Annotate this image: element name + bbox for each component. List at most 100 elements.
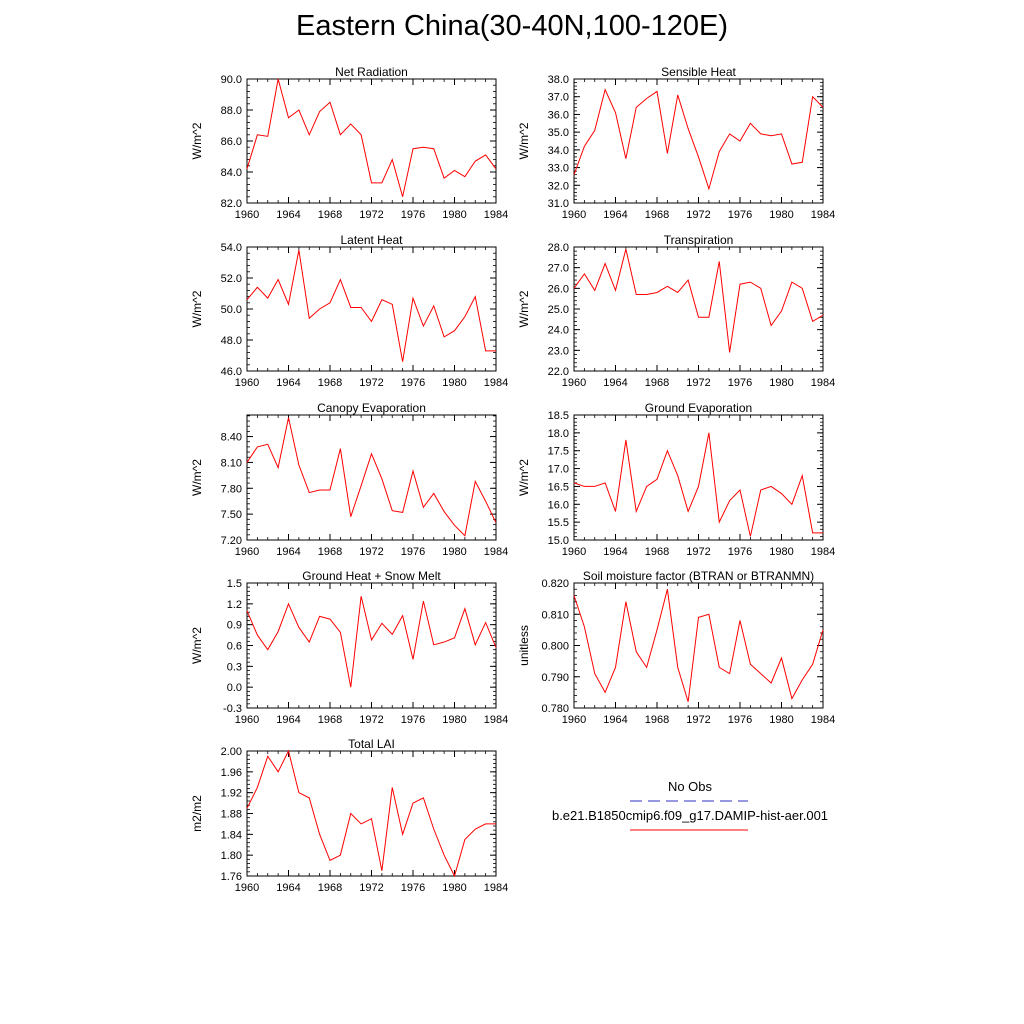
x-tick-label: 1964 [603,546,627,558]
y-tick-label: 32.0 [548,180,569,192]
y-tick-label: 0.800 [541,641,569,653]
y-tick-label: 1.80 [221,850,242,862]
x-tick-label: 1960 [235,546,259,558]
y-tick-label: 36.0 [548,109,569,121]
x-tick-label: 1976 [728,209,752,221]
x-tick-label: 1972 [359,882,383,894]
y-tick-label: 1.2 [227,599,242,611]
series-line [246,78,497,197]
x-tick-label: 1976 [401,714,425,726]
y-tick-label: 34.0 [548,145,569,157]
x-tick-label: 1980 [442,882,466,894]
y-tick-label: 18.5 [548,410,569,422]
y-tick-label: 27.0 [548,263,569,275]
y-axis-label: m2/m2 [190,795,204,832]
x-tick-label: 1960 [235,714,259,726]
y-tick-label: 86.0 [221,136,242,148]
x-tick-label: 1980 [769,546,793,558]
panel-title: Ground Evaporation [645,401,752,415]
y-tick-label: 23.0 [548,345,569,357]
panel-title: Canopy Evaporation [317,401,426,415]
x-tick-label: 1980 [442,377,466,389]
chart-panel-5: 1960 1964 1968 1972 1976 1980 1984 7.20 7.50 7.80… [190,401,508,558]
y-tick-label: 82.0 [221,198,242,210]
panel-title: Total LAI [348,737,395,751]
x-tick-label: 1968 [318,546,342,558]
x-tick-label: 1980 [442,209,466,221]
x-tick-label: 1960 [235,209,259,221]
y-tick-label: 38.0 [548,74,569,86]
y-tick-label: 31.0 [548,198,569,210]
legend-model-label: b.e21.B1850cmip6.f09_g17.DAMIP-hist-aer.… [551,808,829,823]
y-tick-label: 48.0 [221,335,242,347]
x-tick-label: 1960 [562,209,586,221]
x-tick-label: 1964 [603,209,627,221]
y-tick-label: 1.92 [221,788,242,800]
y-tick-label: 35.0 [548,127,569,139]
y-tick-label: 1.88 [221,809,242,821]
plot-frame [573,414,824,541]
x-tick-label: 1960 [562,546,586,558]
x-tick-label: 1980 [442,714,466,726]
plot-frame [246,414,497,541]
x-tick-label: 1972 [686,714,710,726]
x-tick-label: 1984 [484,209,508,221]
series-line [573,432,823,537]
x-tick-label: 1960 [562,714,586,726]
y-tick-label: 50.0 [221,304,242,316]
plot-frame [246,78,497,204]
y-tick-label: 46.0 [221,366,242,378]
x-tick-label: 1964 [603,377,627,389]
series-line [246,596,497,688]
x-tick-label: 1960 [562,377,586,389]
x-tick-label: 1972 [359,714,383,726]
y-tick-label: 88.0 [221,105,242,117]
x-tick-label: 1984 [811,377,835,389]
y-tick-label: 7.80 [221,483,242,495]
y-axis-label: unitless [517,625,531,666]
y-tick-label: 1.84 [221,829,242,841]
x-tick-label: 1968 [645,377,669,389]
panel-title: Ground Heat + Snow Melt [302,569,441,583]
x-tick-label: 1972 [686,209,710,221]
chart-panel-7: 1960 1964 1968 1972 1976 1980 1984 -0.3 0.0 0.3 0.… [190,569,508,726]
x-tick-label: 1968 [318,714,342,726]
x-tick-label: 1984 [484,546,508,558]
plot-frame [246,246,497,372]
x-tick-label: 1964 [276,714,300,726]
x-tick-label: 1984 [811,714,835,726]
y-tick-label: 90.0 [221,74,242,86]
y-tick-label: 0.9 [227,620,242,632]
x-tick-label: 1968 [645,546,669,558]
series-line [246,250,496,362]
x-tick-label: 1972 [359,377,383,389]
plot-frame [246,582,497,709]
chart-panel-1: 1960 1964 1968 1972 1976 1980 1984 82.0 84.0 86.0… [190,65,508,221]
x-tick-label: 1960 [235,882,259,894]
series-line [573,589,824,702]
x-tick-label: 1960 [235,377,259,389]
x-tick-label: 1980 [769,714,793,726]
chart-panel-4: 1960 1964 1968 1972 1976 1980 1984 22.0 23.0 24.0… [517,233,835,389]
y-tick-label: -0.3 [223,703,242,715]
y-tick-label: 7.20 [221,535,242,547]
y-tick-label: 7.50 [221,509,242,521]
series-line [573,248,824,353]
chart-panel-6: 1960 1964 1968 1972 1976 1980 1984 15.0 15.5 16.0… [517,401,835,558]
chart-panel-8: 1960 1964 1968 1972 1976 1980 1984 0.780 0.790 0.… [517,569,835,726]
y-axis-label: W/m^2 [190,459,204,496]
x-tick-label: 1964 [276,377,300,389]
y-axis-label: W/m^2 [517,122,531,159]
x-tick-label: 1972 [359,209,383,221]
figure-title: Eastern China(30-40N,100-120E) [295,10,729,42]
x-tick-label: 1968 [645,209,669,221]
y-tick-label: 25.0 [548,304,569,316]
y-axis-label: W/m^2 [517,290,531,327]
x-tick-label: 1976 [401,377,425,389]
y-tick-label: 28.0 [548,242,569,254]
y-tick-label: 2.00 [221,746,242,758]
y-tick-label: 22.0 [548,366,569,378]
y-tick-label: 24.0 [548,325,569,337]
x-tick-label: 1980 [442,546,466,558]
series-line [573,88,824,191]
